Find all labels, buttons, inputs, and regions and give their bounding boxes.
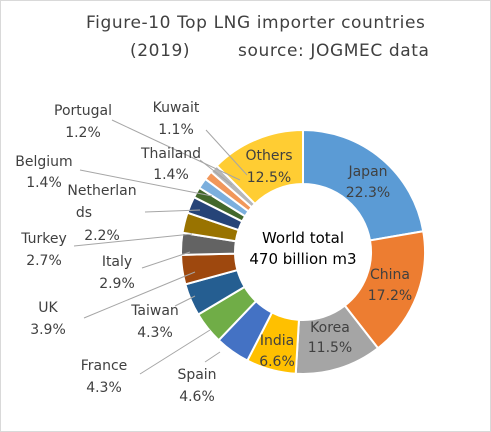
leader-turkey — [73, 233, 193, 247]
label-name-kuwait: Kuwait — [153, 100, 200, 116]
label-value-taiwan: 4.3% — [137, 325, 173, 341]
label-value-kuwait: 1.1% — [158, 122, 194, 138]
chart-title-year: (2019) — [130, 41, 190, 61]
label-value-india: 6.6% — [259, 354, 295, 370]
leader-taiwan — [174, 295, 196, 307]
label-name-portugal: Portugal — [54, 103, 112, 119]
chart-title-line1: Figure-10 Top LNG importer countries — [86, 13, 426, 33]
label-value-others: 12.5% — [247, 170, 291, 186]
leader-france — [139, 329, 211, 375]
label-name-turkey: Turkey — [20, 231, 67, 247]
leader-portugal — [111, 119, 241, 181]
label-name2-netherlands: ds — [76, 205, 92, 221]
leader-uk — [83, 271, 196, 319]
label-value-thailand: 1.4% — [153, 167, 189, 183]
leader-kuwait — [205, 129, 248, 176]
label-name-korea: Korea — [310, 320, 350, 336]
label-value-belgium: 1.4% — [26, 175, 62, 191]
donut-slices — [180, 128, 426, 375]
label-name-japan: Japan — [347, 164, 387, 180]
slice-others — [215, 128, 304, 206]
label-name-china: China — [370, 267, 410, 283]
label-name-italy: Italy — [102, 254, 132, 270]
label-name-belgium: Belgium — [15, 154, 72, 170]
leader-lines — [73, 119, 248, 375]
label-name-india: India — [260, 333, 294, 349]
leader-italy — [141, 251, 191, 269]
label-name-taiwan: Taiwan — [130, 303, 179, 319]
leader-netherlands — [144, 209, 201, 213]
label-value-japan: 22.3% — [346, 185, 390, 201]
label-value-france: 4.3% — [86, 380, 122, 396]
leader-belgium — [79, 169, 213, 197]
label-value-italy: 2.9% — [99, 276, 135, 292]
label-name-thailand: Thailand — [140, 146, 201, 162]
label-value-korea: 11.5% — [308, 340, 352, 356]
label-value-uk: 3.9% — [30, 322, 66, 338]
label-name-uk: UK — [38, 300, 58, 316]
label-value-spain: 4.6% — [179, 389, 215, 405]
leader-spain — [204, 351, 221, 363]
label-value-turkey: 2.7% — [26, 253, 62, 269]
label-value-netherlands: 2.2% — [84, 228, 120, 244]
chart-title-source: source: JOGMEC data — [238, 41, 430, 61]
center-label-line1: World total — [262, 229, 344, 247]
label-name-spain: Spain — [177, 367, 216, 383]
center-label-line2: 470 billion m3 — [249, 250, 356, 268]
slice-labels: Japan 22.3% China 17.2% Korea 11.5% India 6.6% S… — [15, 100, 412, 405]
slice-japan — [302, 128, 425, 242]
label-value-china: 17.2% — [368, 288, 412, 304]
label-name-france: France — [81, 358, 128, 374]
label-name-others: Others — [245, 148, 292, 164]
label-value-portugal: 1.2% — [65, 125, 101, 141]
label-name-netherlands: Netherlan — [67, 183, 136, 199]
